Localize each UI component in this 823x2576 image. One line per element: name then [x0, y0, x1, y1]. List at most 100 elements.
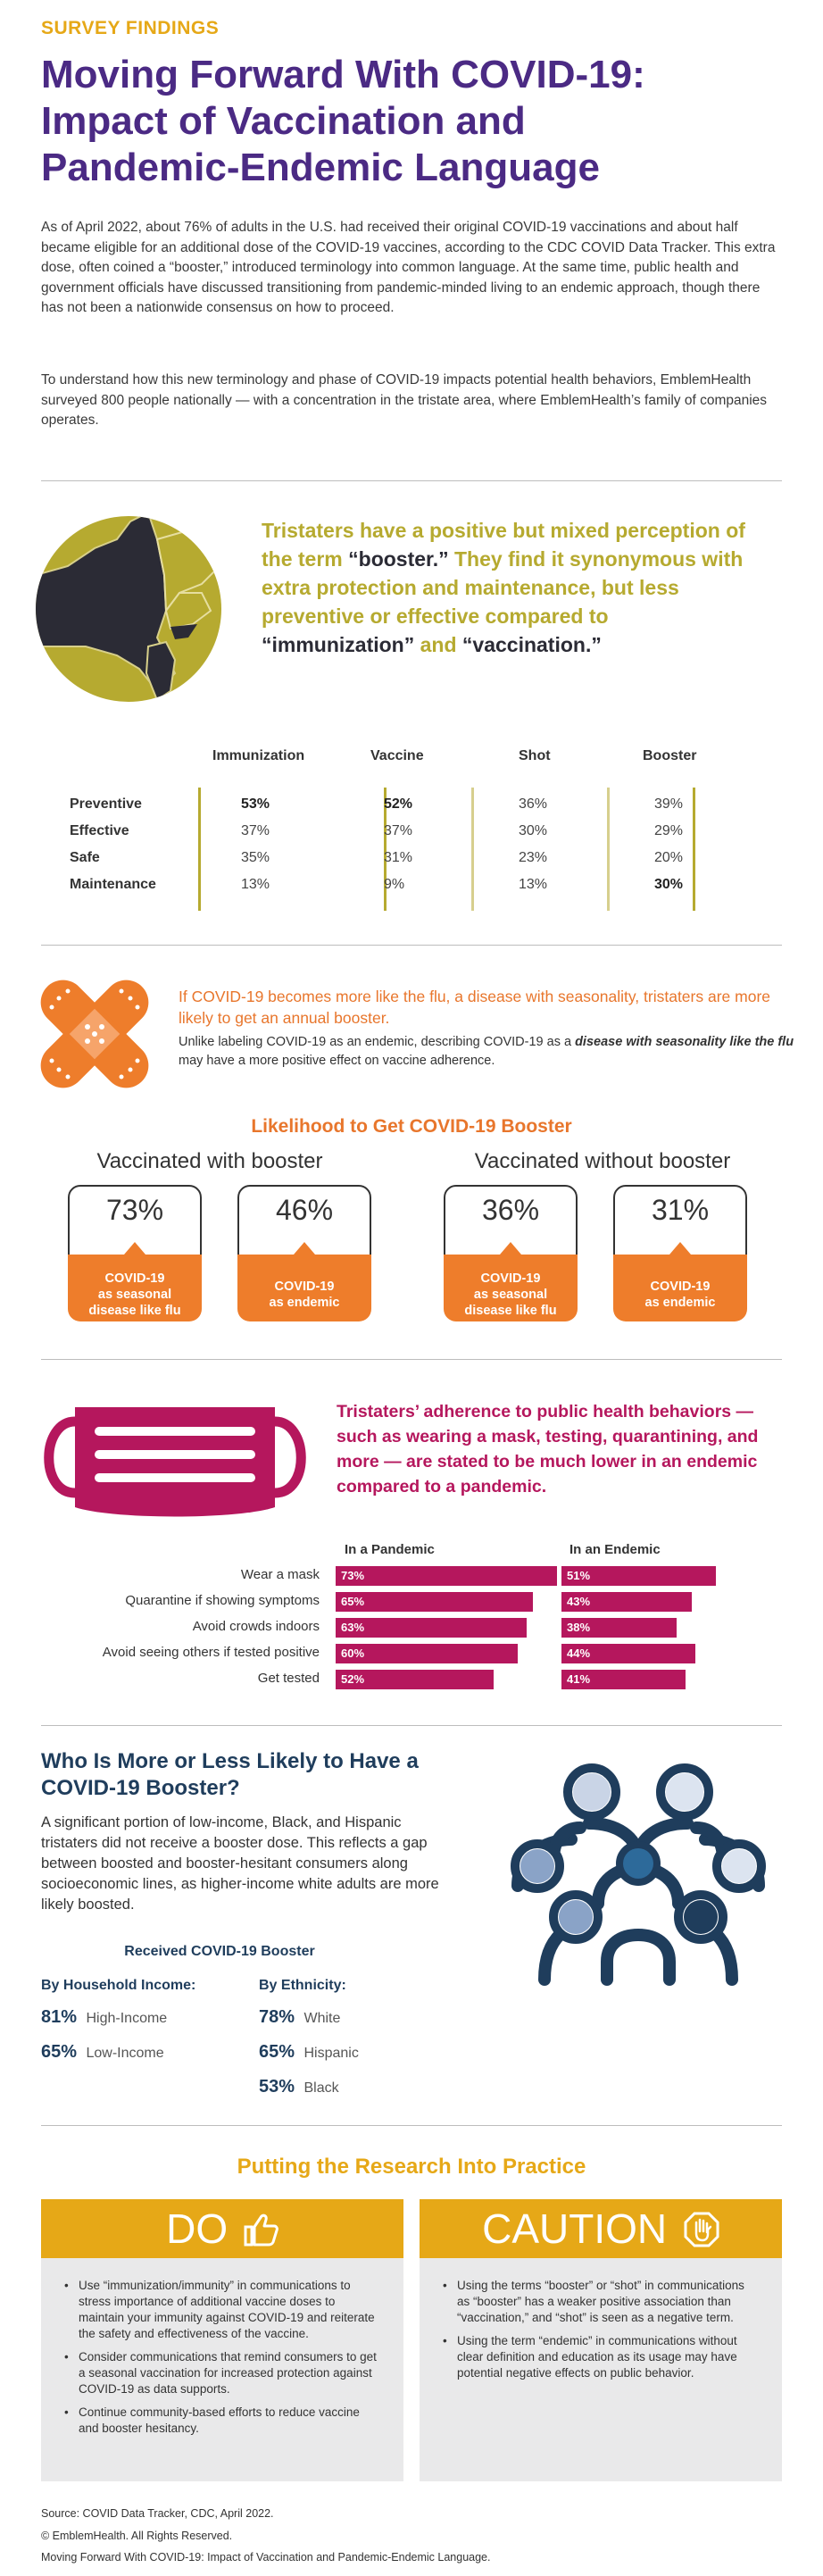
table-cell: 37% [241, 823, 270, 838]
group-title: Vaccinated with booster [96, 1149, 323, 1173]
table-cell: 30% [519, 823, 548, 838]
card-value: 36% [481, 1194, 540, 1226]
card-value: 46% [275, 1194, 334, 1226]
section4-title: Who Is More or Less Likely to Have a COV… [41, 1749, 419, 1800]
card-label: COVID-19 as endemic [237, 1255, 371, 1321]
do-item: Consider communications that remind cons… [64, 2349, 380, 2397]
bar-value: 41% [567, 1672, 591, 1686]
thumbs-up-icon [244, 2213, 278, 2247]
row-label: Preventive [70, 796, 142, 812]
table-cell: 31% [384, 850, 413, 865]
pandemic-bar: 65% [336, 1592, 533, 1612]
bar-value: 38% [567, 1621, 591, 1634]
divider [41, 1359, 782, 1360]
group-title: Vaccinated without booster [474, 1149, 731, 1173]
bar-label: Get tested [257, 1671, 320, 1686]
section5-title: Putting the Research Into Practice [237, 2155, 586, 2179]
table-cell: 36% [519, 796, 548, 812]
card-pointer [500, 1242, 521, 1255]
headline-term: “immunization” [262, 633, 415, 656]
table-cell: 37% [384, 823, 413, 838]
stat-item: 81% High-Income [41, 2007, 167, 2028]
page-title: Moving Forward With COVID-19: Impact of … [41, 52, 791, 191]
bar-value: 60% [341, 1646, 365, 1660]
column-rule [471, 788, 474, 911]
bar-column-header: In an Endemic [569, 1542, 661, 1557]
caution-item: Using the terms “booster” or “shot” in c… [443, 2278, 759, 2326]
stat-label: Hispanic [303, 2046, 359, 2061]
bar-value: 65% [341, 1595, 365, 1608]
endemic-bar: 43% [561, 1592, 693, 1612]
bar-value: 63% [341, 1621, 365, 1634]
title-line: Moving Forward With COVID-19: [41, 53, 645, 96]
headline-text: and [414, 633, 462, 656]
eyebrow: SURVEY FINDINGS [41, 18, 220, 38]
stat-value: 81% [41, 2007, 78, 2027]
card-label-line: COVID-19 [650, 1280, 711, 1294]
card-value: 73% [105, 1194, 164, 1226]
column-rule [198, 788, 201, 911]
stat-value: 65% [259, 2042, 295, 2062]
stat-item: 65% Low-Income [41, 2042, 164, 2063]
likelihood-card: 31% COVID-19 as endemic [613, 1185, 747, 1321]
stat-label: White [303, 2011, 341, 2026]
do-label: DO [166, 2205, 229, 2252]
table-cell: 13% [519, 877, 548, 892]
likelihood-card: 36% COVID-19 as seasonal disease like fl… [444, 1185, 578, 1321]
stat-label: Black [303, 2080, 339, 2096]
headline-text: They find it synonymous with extra prote… [262, 547, 744, 628]
column-rule [607, 788, 610, 911]
card-label-line: COVID-19 [480, 1271, 541, 1286]
stat-item: 53% Black [259, 2077, 339, 2097]
source-note: Source: COVID Data Tracker, CDC, April 2… [41, 2507, 274, 2520]
section2-subtext: Unlike labeling COVID-19 as an endemic, … [179, 1033, 794, 1071]
title-line: Impact of Vaccination and [41, 99, 526, 143]
headline-term: “booster.” [348, 547, 449, 571]
stat-label: High-Income [86, 2011, 168, 2026]
subtext: may have a more positive effect on vacci… [179, 1054, 495, 1068]
column-rule [693, 788, 695, 911]
card-label-line: disease like flu [88, 1304, 181, 1318]
divider [41, 2125, 782, 2126]
section4-body: A significant portion of low-income, Bla… [41, 1814, 439, 1913]
card-label-line: COVID-19 [104, 1271, 165, 1286]
table-cell: 35% [241, 850, 270, 865]
card-label: COVID-19 as endemic [613, 1255, 747, 1321]
bar-value: 44% [567, 1646, 591, 1660]
subtext: Unlike labeling COVID-19 as an endemic, … [179, 1035, 576, 1049]
face-mask-icon [44, 1407, 306, 1517]
table-cell: 52% [384, 796, 413, 812]
bar-label: Avoid crowds indoors [192, 1619, 320, 1634]
footer-title: Moving Forward With COVID-19: Impact of … [41, 2551, 491, 2563]
card-label-line: as seasonal [473, 1288, 548, 1302]
likelihood-card: 46% COVID-19 as endemic [237, 1185, 371, 1321]
subtext-emphasis: disease with seasonality like the flu [575, 1035, 794, 1049]
card-label: COVID-19 as seasonal disease like flu [68, 1255, 202, 1321]
headline-text: Tristaters have a positive but mixed per… [262, 519, 745, 571]
bar-label: Wear a mask [240, 1567, 320, 1582]
divider [41, 1725, 782, 1726]
bar-label: Avoid seeing others if tested positive [102, 1645, 320, 1660]
endemic-bar: 51% [561, 1566, 717, 1586]
table-cell: 13% [241, 877, 270, 892]
row-label: Effective [70, 823, 129, 838]
stat-item: 78% White [259, 2007, 340, 2028]
table-cell: 20% [654, 850, 684, 865]
bar-value: 73% [341, 1569, 365, 1582]
divider [41, 945, 782, 946]
bar-column-header: In a Pandemic [345, 1542, 435, 1557]
stat-value: 65% [41, 2042, 78, 2062]
row-label: Maintenance [70, 877, 156, 892]
booster-likelihood-title: Likelihood to Get COVID-19 Booster [251, 1116, 572, 1137]
caution-label: CAUTION [482, 2205, 668, 2252]
section2-headline: If COVID-19 becomes more like the flu, a… [179, 988, 771, 1027]
card-label-line: as seasonal [97, 1288, 172, 1302]
do-item: Use “immunization/immunity” in communica… [64, 2278, 380, 2342]
do-list: Use “immunization/immunity” in communica… [41, 2258, 403, 2481]
endemic-bar: 41% [561, 1670, 686, 1689]
column-rule [384, 788, 387, 911]
divider [41, 480, 782, 481]
stat-value: 53% [259, 2077, 295, 2097]
stat-value: 78% [259, 2007, 295, 2027]
